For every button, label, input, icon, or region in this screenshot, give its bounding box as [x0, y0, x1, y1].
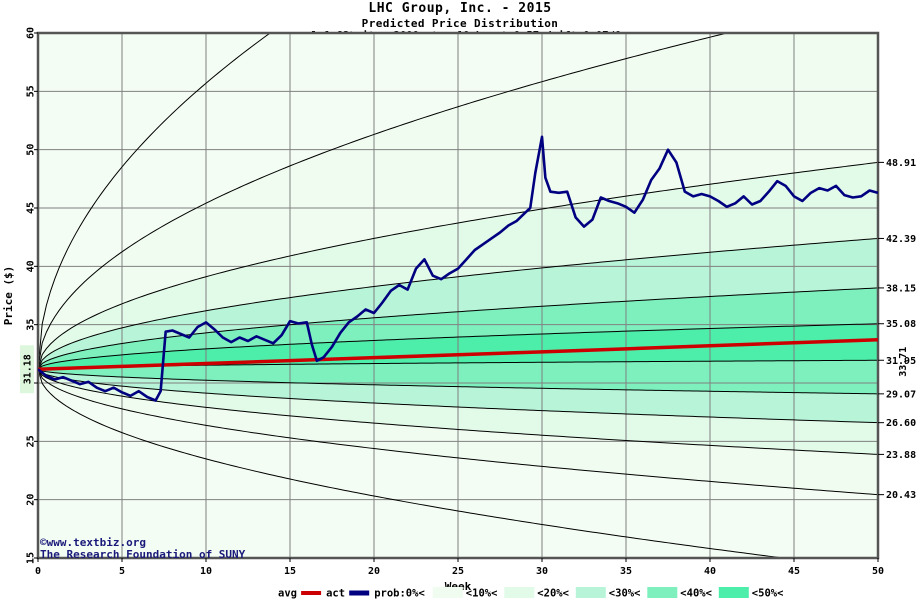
- y-tick-label: 15: [26, 552, 37, 564]
- legend-band-swatch-2: [575, 587, 606, 598]
- price-markers: 31.18 33.71: [20, 345, 909, 394]
- legend-band-swatch-0: [432, 587, 463, 598]
- x-tick-label: 5: [119, 566, 125, 577]
- right-value-labels: 48.91 42.39 38.15 35.08 31.95 29.07 26.60 23.88…: [878, 158, 916, 501]
- x-tick-label: 0: [35, 566, 41, 577]
- y-tick-label: 55: [26, 85, 37, 97]
- legend-band-label-0: <10%<: [466, 588, 498, 600]
- y-tick-label: 50: [26, 144, 37, 156]
- band-boundary-curves: [38, 33, 878, 558]
- legend-band-label-3: <40%<: [680, 588, 712, 600]
- y-tick-label: 35: [26, 319, 37, 331]
- y-tick-label: 20: [26, 494, 37, 506]
- x-tick-label: 35: [620, 566, 632, 577]
- y-tick-label: 25: [26, 435, 37, 447]
- right-value-label: 20.43: [886, 490, 916, 501]
- avg-line: [38, 337, 878, 371]
- chart-subtitle: Predicted Price Distribution: [361, 17, 559, 30]
- x-tick-label: 50: [872, 566, 884, 577]
- right-value-label: 23.88: [886, 450, 916, 461]
- avg-price-line: [38, 337, 878, 371]
- legend-band-swatch-3: [647, 587, 678, 598]
- x-tick-label: 15: [284, 566, 296, 577]
- y-tick-label: 45: [26, 202, 37, 214]
- start-price-label: 31.18: [23, 354, 34, 384]
- credit-line-2: The Research Foundation of SUNY: [40, 548, 246, 561]
- right-value-label: 31.95: [886, 356, 916, 367]
- right-value-label: 38.15: [886, 283, 916, 294]
- x-tick-label: 45: [788, 566, 800, 577]
- x-tick-label: 30: [536, 566, 548, 577]
- legend-prob-label: prob:0%<: [374, 588, 425, 600]
- credit-line-1: ©www.textbiz.org: [40, 536, 146, 549]
- legend-avg-label: avg: [278, 588, 297, 600]
- legend-band-swatch-1: [504, 587, 535, 598]
- act-line: [38, 135, 878, 402]
- x-tick-label: 40: [704, 566, 716, 577]
- right-value-label: 35.08: [886, 319, 916, 330]
- end-avg-label: 33.71: [898, 347, 909, 377]
- chart-legend: avg act prob:0%< <10%< <20%< <30%< <40%< <50%<: [278, 587, 783, 600]
- legend-band-label-2: <30%<: [609, 588, 641, 600]
- x-tick-label: 10: [200, 566, 212, 577]
- right-value-label: 48.91: [886, 158, 916, 169]
- grid-lines: [38, 33, 878, 558]
- x-tick-label: 20: [368, 566, 380, 577]
- y-axis: 15202530354045505560Price ($): [2, 27, 38, 564]
- right-value-label: 29.07: [886, 389, 916, 400]
- legend-act-label: act: [326, 588, 345, 600]
- y-tick-label: 60: [26, 27, 37, 39]
- y-tick-label: 40: [26, 260, 37, 272]
- right-value-label: 42.39: [886, 234, 916, 245]
- page-title: LHC Group, Inc. - 2015: [368, 1, 552, 16]
- legend-band-label-1: <20%<: [537, 588, 569, 600]
- x-tick-label: 25: [452, 566, 464, 577]
- actual-price-line: [38, 135, 878, 402]
- legend-band-swatch-4: [718, 587, 749, 598]
- right-value-label: 26.60: [886, 418, 916, 429]
- legend-band-label-4: <50%<: [752, 588, 784, 600]
- y-axis-title: Price ($): [2, 266, 15, 326]
